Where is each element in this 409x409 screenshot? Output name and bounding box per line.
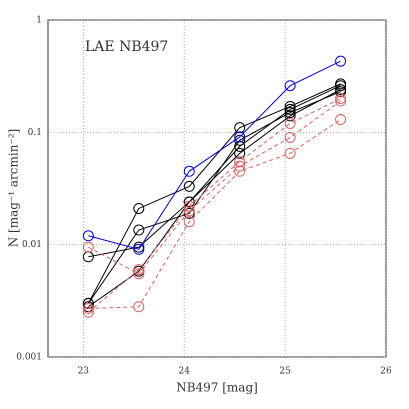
data-point bbox=[234, 155, 246, 167]
data-point bbox=[284, 147, 296, 159]
data-point bbox=[284, 103, 296, 115]
data-point bbox=[234, 160, 246, 172]
y-tick-label: 0.01 bbox=[22, 240, 42, 250]
data-point bbox=[234, 140, 246, 152]
data-point bbox=[284, 117, 296, 129]
y-axis-label: N [mag⁻¹ arcmin⁻²] bbox=[7, 129, 21, 248]
series-line bbox=[87, 83, 341, 304]
series-line bbox=[88, 98, 341, 313]
series-line bbox=[87, 91, 341, 304]
x-axis-label: NB497 [mag] bbox=[176, 381, 258, 395]
x-tick-label: 25 bbox=[279, 367, 291, 377]
data-point bbox=[284, 107, 296, 119]
data-point bbox=[234, 147, 246, 159]
x-tick-label: 23 bbox=[78, 367, 90, 377]
data-point bbox=[183, 165, 195, 177]
y-tick-label: 1 bbox=[36, 16, 42, 26]
series-line bbox=[88, 119, 341, 310]
y-tick-label: 0.001 bbox=[16, 353, 42, 363]
data-point bbox=[183, 207, 195, 219]
data-point bbox=[335, 114, 347, 126]
series-line bbox=[88, 60, 341, 250]
data-point bbox=[82, 303, 94, 315]
plot-frame bbox=[47, 19, 387, 358]
y-tick-label: 0.1 bbox=[28, 128, 42, 138]
data-point bbox=[284, 100, 296, 112]
data-point bbox=[284, 110, 296, 122]
series-line bbox=[88, 89, 341, 308]
data-point bbox=[82, 241, 94, 253]
data-point bbox=[335, 95, 347, 107]
data-point bbox=[234, 131, 246, 143]
x-tick-label: 24 bbox=[178, 367, 190, 377]
data-point bbox=[133, 202, 145, 214]
data-point bbox=[183, 196, 195, 208]
annotation: LAE NB497 bbox=[85, 39, 168, 55]
data-point bbox=[133, 301, 145, 313]
data-point bbox=[82, 230, 94, 242]
x-tick-label: 26 bbox=[380, 367, 392, 377]
data-point bbox=[234, 122, 246, 134]
data-point bbox=[335, 93, 347, 105]
data-point bbox=[284, 80, 296, 92]
data-point bbox=[183, 200, 195, 212]
series-line bbox=[88, 85, 341, 258]
data-point bbox=[335, 80, 347, 92]
series-line bbox=[88, 100, 341, 275]
data-point bbox=[133, 243, 145, 255]
data-point bbox=[335, 86, 347, 98]
data-point bbox=[183, 180, 195, 192]
data-point bbox=[284, 131, 296, 143]
data-point bbox=[335, 55, 347, 67]
data-point bbox=[183, 216, 195, 228]
data-point bbox=[133, 264, 145, 276]
data-point bbox=[82, 306, 94, 318]
data-point bbox=[133, 224, 145, 236]
